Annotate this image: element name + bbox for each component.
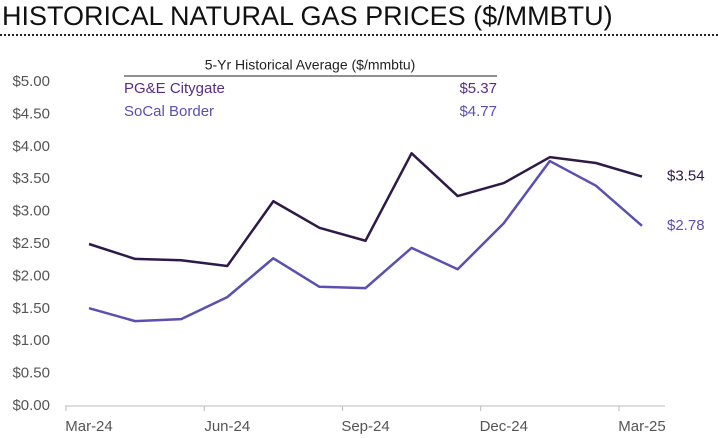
legend-title: 5-Yr Historical Average ($/mmbtu) [205,57,416,73]
x-tick-label: Mar-25 [618,418,666,435]
y-tick-label: $2.00 [12,267,50,284]
y-tick-label: $5.00 [12,73,50,90]
series-line [88,159,643,323]
series-line [88,152,643,268]
y-tick-label: $4.00 [12,138,50,155]
y-tick-label: $3.50 [12,170,50,187]
x-tick-label: Sep-24 [341,418,389,435]
legend-average: $4.77 [459,103,497,120]
y-tick-label: $3.00 [12,203,50,220]
y-tick-label: $4.50 [12,105,50,122]
y-tick-label: $2.50 [12,235,50,252]
legend-average: $5.37 [459,80,497,97]
legend-label: SoCal Border [124,103,214,120]
x-tick-label: Dec-24 [480,418,528,435]
data-label: $3.54 [667,168,705,185]
data-label: $2.78 [667,217,705,234]
y-tick-label: $0.00 [12,397,50,414]
y-tick-label: $1.00 [12,332,50,349]
y-tick-label: $0.50 [12,365,50,382]
x-tick-label: Jun-24 [204,418,250,435]
y-tick-label: $1.50 [12,300,50,317]
chart-title: HISTORICAL NATURAL GAS PRICES ($/MMBTU) [2,1,613,31]
legend-label: PG&E Citygate [124,80,225,97]
x-tick-label: Mar-24 [65,418,113,435]
